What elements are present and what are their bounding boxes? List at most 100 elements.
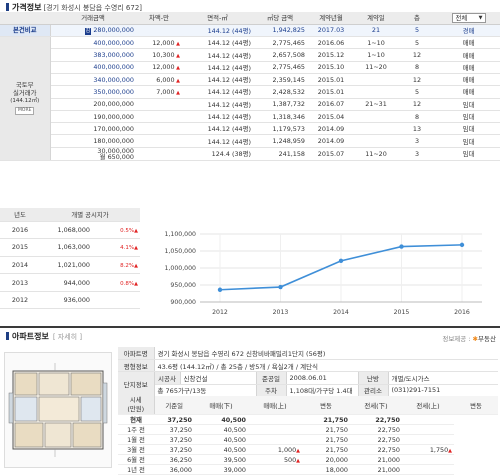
table-row[interactable]: 200,000,000 144.12 (44평) 1,387,732 2016.07 2… [0, 98, 500, 111]
up-arrow-icon: ▲ [174, 65, 180, 72]
table-row: 6월 전 36,250 39,500 500▲ 20,000 21,000 [118, 454, 498, 465]
table-row[interactable]: 170,000,000 144.12 (44평) 1,179,573 2014.09 1… [0, 122, 500, 136]
cell-floor: 12 [397, 73, 437, 87]
table-row[interactable]: 30,000,000 월 650,000 124.4 (38평) 241,158 201… [0, 147, 500, 161]
cell-amount: 400,000,000 [50, 61, 136, 74]
cell-contract-ym: 2015.07 [307, 147, 355, 161]
market-price-label: 시세 (만원) [118, 396, 155, 415]
cell-diff [136, 24, 182, 38]
cell-sale-change [248, 434, 302, 445]
col-year: 년도 [0, 208, 40, 222]
cell-diff: 10,300 ▲ [136, 48, 182, 62]
cell-jeonse-high: 22,750 [350, 424, 402, 435]
cell-sale-low: 36,250 [154, 454, 194, 465]
table-row[interactable]: 383,000,000 10,300 ▲ 144.12 (44평) 2,657,508… [0, 48, 500, 62]
cell-contract-ym: 2014.09 [307, 122, 355, 136]
x-tick-label: 2016 [454, 309, 470, 316]
more-button[interactable]: MORE [15, 107, 35, 116]
table-row: 2013 944,000 0.8%▲ [0, 273, 140, 292]
apt-detail-link[interactable]: [ 자세히 ] [52, 333, 83, 341]
cell-floor: 8 [397, 61, 437, 74]
cell-diff [136, 147, 182, 161]
cell-sale-low: 37,250 [154, 444, 194, 455]
x-tick-label: 2013 [273, 309, 289, 316]
appraisal-badge: 감 [84, 27, 92, 35]
data-point[interactable] [399, 244, 404, 249]
apt-office-phone: (031)291-7151 [388, 384, 498, 398]
data-point[interactable] [459, 242, 465, 248]
cell-amount: 340,000,000 [50, 73, 136, 87]
col-land-price: 개별 공시지가 [40, 208, 140, 222]
cell-sale-change: 500▲ [248, 454, 302, 465]
cell-amount: 30,000,000 월 650,000 [50, 147, 136, 161]
cell-year: 2012 [0, 291, 40, 310]
cell-jeonse-low: 18,000 [302, 464, 350, 475]
cell-type: 임대 [437, 110, 500, 124]
col-floor: 층 [397, 12, 437, 25]
y-tick-label: 950,000 [170, 282, 196, 289]
cell-floor: 13 [397, 122, 437, 136]
type-filter-select[interactable]: 전체 ▼ [451, 12, 486, 23]
table-row[interactable]: 본건비교 감 280,000,000 144.12 (44평) 1,942,825 201… [0, 24, 500, 38]
cell-contract-ym: 2017.03 [307, 24, 355, 38]
up-arrow-icon: ▲ [174, 53, 180, 60]
cell-land-price: 1,063,000 [40, 238, 92, 257]
up-arrow-icon: ▲ [174, 40, 180, 47]
table-row[interactable]: 400,000,000 12,000 ▲ 144.12 (44평) 2,775,465… [0, 61, 500, 74]
land-price-chart: 1,100,000 1,050,000 1,000,000 950,000 900,00… [165, 231, 482, 316]
cell-contract-day: 1~10 [355, 48, 397, 62]
y-tick-label: 1,000,000 [165, 265, 197, 272]
cell-jeonse-high: 21,000 [350, 464, 402, 475]
cell-sale-low: 37,250 [154, 424, 194, 435]
cell-area: 144.12 (44평) [182, 61, 253, 74]
col-contract-day: 계약일 [355, 12, 397, 25]
cell-sale-change [248, 414, 302, 425]
cell-area: 144.12 (44평) [182, 24, 253, 38]
cell-date: 1년 전 [118, 464, 154, 475]
cell-change-rate: 4.1%▲ [92, 238, 140, 257]
data-point[interactable] [278, 284, 283, 290]
cell-jeonse-high: 22,750 [350, 444, 402, 455]
cell-sale-low: 37,250 [154, 434, 194, 445]
cell-amount: 180,000,000 [50, 134, 136, 148]
apt-completion-date: 2008.06.01 [286, 371, 358, 385]
apt-parking: 1,108대/가구당 1.4대 [286, 384, 358, 398]
cell-contract-day: 11~20 [355, 147, 397, 161]
cell-contract-ym: 2015.04 [307, 110, 355, 124]
floor-plan-image[interactable] [4, 352, 112, 468]
source-logo-icon: ✱ [472, 335, 479, 343]
table-row: 3월 전 37,250 40,500 1,000▲ 21,750 22,750 1,750▲ [118, 444, 498, 455]
cell-area: 144.12 (44평) [182, 73, 253, 87]
compare-label: 본건비교 [0, 24, 51, 38]
cell-jeonse-change: 1,750▲ [402, 444, 454, 455]
cell-date: 현재 [118, 414, 154, 425]
cell-amount: 170,000,000 [50, 122, 136, 136]
cell-sale-change: 1,000▲ [248, 444, 302, 455]
table-row[interactable]: 350,000,000 7,000 ▲ 144.12 (44평) 2,428,532 2… [0, 85, 500, 99]
cell-diff [136, 110, 182, 124]
cell-contract-day [355, 122, 397, 136]
cell-contract-ym: 2016.06 [307, 36, 355, 50]
col-contract-ym: 계약년월 [307, 12, 355, 25]
table-row[interactable]: 국토부 실거래가 (144.12㎡) MORE 400,000,000 12,000 ▲ 1… [0, 36, 500, 161]
cell-contract-day [355, 110, 397, 124]
cell-per-area: 2,775,465 [253, 61, 307, 74]
cell-per-area: 2,657,508 [253, 48, 307, 62]
cell-floor: 5 [397, 85, 437, 99]
data-point[interactable] [338, 258, 344, 264]
cell-land-price: 1,021,000 [40, 256, 92, 275]
table-row[interactable]: 190,000,000 144.12 (44평) 1,318,346 2015.04 8… [0, 110, 500, 124]
cell-per-area: 2,428,532 [253, 85, 307, 99]
cell-per-area: 1,318,346 [253, 110, 307, 124]
cell-sale-high: 39,000 [194, 464, 248, 475]
cell-sale-low: 36,000 [154, 464, 194, 475]
table-row[interactable]: 180,000,000 144.12 (44평) 1,248,959 2014.09 3… [0, 134, 500, 148]
cell-area: 144.12 (44평) [182, 36, 253, 50]
table-row[interactable]: 340,000,000 6,000 ▲ 144.12 (44평) 2,359,145 2… [0, 73, 500, 87]
cell-floor: 5 [397, 24, 437, 38]
cell-contract-day: 21 [355, 24, 397, 38]
cell-contract-day: 1~10 [355, 36, 397, 50]
data-point[interactable] [217, 287, 223, 292]
cell-amount: 190,000,000 [50, 110, 136, 124]
cell-floor: 3 [397, 147, 437, 161]
